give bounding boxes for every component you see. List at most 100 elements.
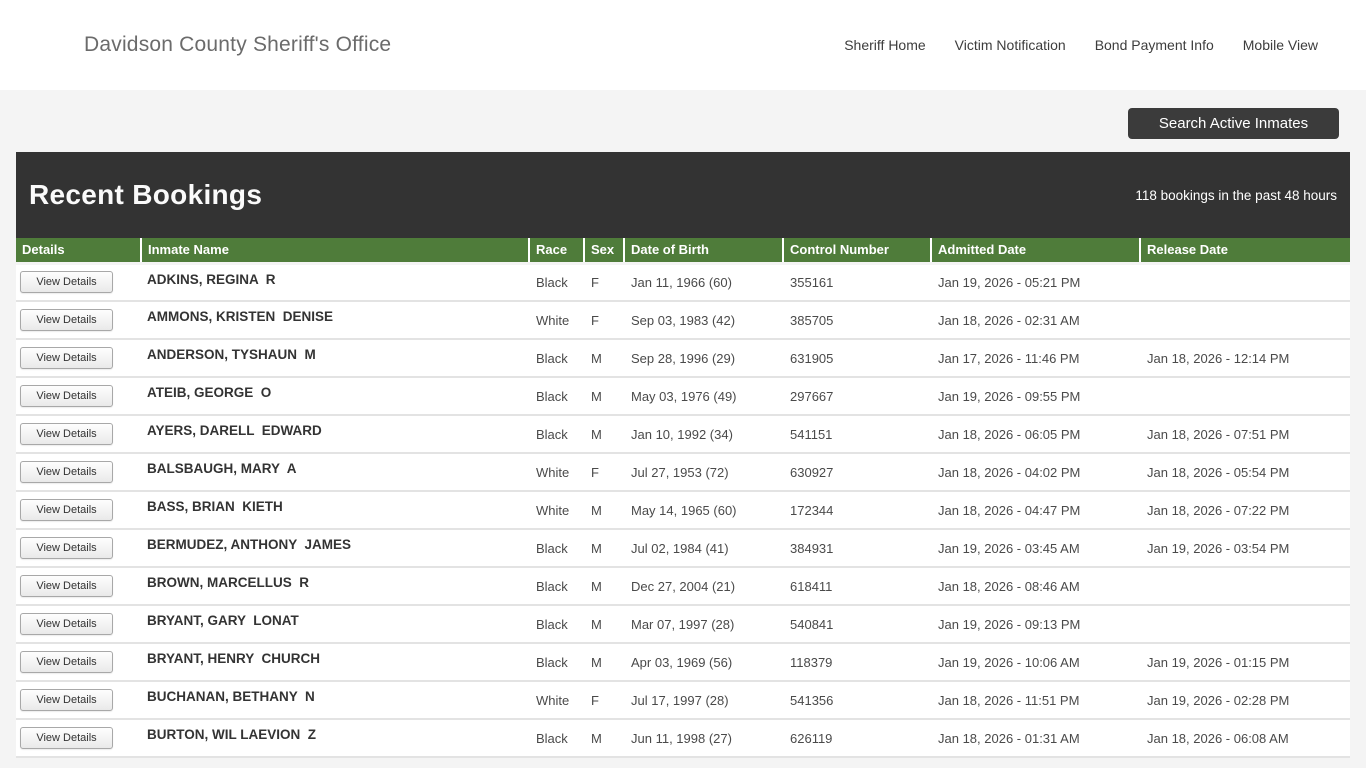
inmate-name-cell: BROWN, MARCELLUS R — [141, 567, 529, 606]
sex-cell: M — [584, 491, 624, 530]
dob-cell: Jul 17, 1997 (28) — [624, 681, 783, 720]
sex-cell: M — [584, 605, 624, 644]
inmate-name-cell: BRYANT, GARY LONAT — [141, 605, 529, 644]
race-cell: Black — [529, 377, 584, 416]
dob-cell: Jan 10, 1992 (34) — [624, 415, 783, 454]
details-cell: View Details — [16, 263, 141, 302]
admitted-date-cell: Jan 18, 2026 - 08:46 AM — [931, 567, 1140, 606]
race-cell: Black — [529, 415, 584, 454]
view-details-button[interactable]: View Details — [20, 727, 113, 749]
column-header-race: Race — [529, 238, 585, 265]
inmate-name-cell: BRYANT, HENRY CHURCH — [141, 643, 529, 682]
control-number-cell: 118379 — [783, 643, 931, 682]
site-title: Davidson County Sheriff's Office — [84, 33, 392, 56]
view-details-button[interactable]: View Details — [20, 423, 113, 445]
inmate-name-cell: AYERS, DARELL EDWARD — [141, 415, 529, 454]
view-details-button[interactable]: View Details — [20, 309, 113, 331]
release-date-cell — [1140, 567, 1350, 606]
view-details-button[interactable]: View Details — [20, 385, 113, 407]
table-row: View Details ATEIB, GEORGE O Black M May 03,… — [16, 377, 1350, 416]
dob-cell: Mar 07, 1997 (28) — [624, 605, 783, 644]
details-cell: View Details — [16, 453, 141, 492]
race-cell: Black — [529, 567, 584, 606]
admitted-date-cell: Jan 18, 2026 - 04:02 PM — [931, 453, 1140, 492]
search-active-inmates-button[interactable]: Search Active Inmates — [1128, 108, 1339, 139]
sex-cell: M — [584, 643, 624, 682]
table-row: View Details BASS, BRIAN KIETH White M May 1… — [16, 491, 1350, 530]
release-date-cell — [1140, 605, 1350, 644]
details-cell: View Details — [16, 643, 141, 682]
column-header-date-of-birth: Date of Birth — [624, 238, 784, 265]
table-row: View Details ADKINS, REGINA R Black F Jan 11… — [16, 263, 1350, 302]
admitted-date-cell: Jan 18, 2026 - 06:05 PM — [931, 415, 1140, 454]
view-details-button[interactable]: View Details — [20, 651, 113, 673]
main-content: Search Active Inmates Recent Bookings 11… — [0, 108, 1366, 758]
nav-mobile-view[interactable]: Mobile View — [1242, 37, 1318, 53]
view-details-button[interactable]: View Details — [20, 689, 113, 711]
view-details-button[interactable]: View Details — [20, 461, 113, 483]
control-number-cell: 355161 — [783, 263, 931, 302]
bookings-table: Details Inmate Name Race Sex Date of Bir… — [16, 238, 1350, 758]
admitted-date-cell: Jan 19, 2026 - 10:06 AM — [931, 643, 1140, 682]
column-header-sex: Sex — [584, 238, 625, 265]
race-cell: Black — [529, 263, 584, 302]
table-row: View Details BALSBAUGH, MARY A White F Jul 2… — [16, 453, 1350, 492]
view-details-button[interactable]: View Details — [20, 537, 113, 559]
sex-cell: F — [584, 453, 624, 492]
admitted-date-cell: Jan 17, 2026 - 11:46 PM — [931, 339, 1140, 378]
nav-victim-notification[interactable]: Victim Notification — [954, 37, 1066, 53]
race-cell: White — [529, 301, 584, 340]
sex-cell: M — [584, 567, 624, 606]
view-details-button[interactable]: View Details — [20, 499, 113, 521]
dob-cell: May 03, 1976 (49) — [624, 377, 783, 416]
control-number-cell: 631905 — [783, 339, 931, 378]
view-details-button[interactable]: View Details — [20, 613, 113, 635]
dob-cell: Jun 11, 1998 (27) — [624, 719, 783, 758]
sex-cell: F — [584, 263, 624, 302]
release-date-cell: Jan 18, 2026 - 05:54 PM — [1140, 453, 1350, 492]
dob-cell: Apr 03, 1969 (56) — [624, 643, 783, 682]
table-row: View Details BUCHANAN, BETHANY N White F Jul… — [16, 681, 1350, 720]
race-cell: Black — [529, 719, 584, 758]
inmate-name-cell: BURTON, WIL LAEVION Z — [141, 719, 529, 758]
release-date-cell — [1140, 377, 1350, 416]
admitted-date-cell: Jan 18, 2026 - 11:51 PM — [931, 681, 1140, 720]
release-date-cell — [1140, 263, 1350, 302]
table-row: View Details AMMONS, KRISTEN DENISE White F… — [16, 301, 1350, 340]
inmate-name-cell: BERMUDEZ, ANTHONY JAMES — [141, 529, 529, 568]
inmate-name-cell: ADKINS, REGINA R — [141, 263, 529, 302]
table-row: View Details BURTON, WIL LAEVION Z Black M J… — [16, 719, 1350, 758]
details-cell: View Details — [16, 681, 141, 720]
inmate-name-cell: AMMONS, KRISTEN DENISE — [141, 301, 529, 340]
admitted-date-cell: Jan 18, 2026 - 01:31 AM — [931, 719, 1140, 758]
bookings-table-head: Details Inmate Name Race Sex Date of Bir… — [16, 238, 1350, 265]
release-date-cell: Jan 19, 2026 - 03:54 PM — [1140, 529, 1350, 568]
view-details-button[interactable]: View Details — [20, 271, 113, 294]
race-cell: Black — [529, 605, 584, 644]
top-header: Davidson County Sheriff's Office Sheriff… — [0, 0, 1366, 90]
table-row: View Details ANDERSON, TYSHAUN M Black M Sep… — [16, 339, 1350, 378]
sex-cell: F — [584, 681, 624, 720]
release-date-cell: Jan 18, 2026 - 07:51 PM — [1140, 415, 1350, 454]
sex-cell: M — [584, 377, 624, 416]
table-row: View Details BRYANT, GARY LONAT Black M Mar … — [16, 605, 1350, 644]
sex-cell: F — [584, 301, 624, 340]
nav-sheriff-home[interactable]: Sheriff Home — [844, 37, 926, 53]
nav-bond-payment-info[interactable]: Bond Payment Info — [1094, 37, 1214, 53]
dob-cell: Jul 27, 1953 (72) — [624, 453, 783, 492]
dob-cell: Sep 03, 1983 (42) — [624, 301, 783, 340]
view-details-button[interactable]: View Details — [20, 575, 113, 597]
control-number-cell: 540841 — [783, 605, 931, 644]
release-date-cell: Jan 19, 2026 - 02:28 PM — [1140, 681, 1350, 720]
race-cell: White — [529, 453, 584, 492]
details-cell: View Details — [16, 415, 141, 454]
inmate-name-cell: BALSBAUGH, MARY A — [141, 453, 529, 492]
view-details-button[interactable]: View Details — [20, 347, 113, 369]
control-number-cell: 384931 — [783, 529, 931, 568]
release-date-cell: Jan 18, 2026 - 12:14 PM — [1140, 339, 1350, 378]
admitted-date-cell: Jan 19, 2026 - 09:55 PM — [931, 377, 1140, 416]
control-number-cell: 541151 — [783, 415, 931, 454]
column-header-control-number: Control Number — [783, 238, 932, 265]
details-cell: View Details — [16, 529, 141, 568]
sex-cell: M — [584, 415, 624, 454]
